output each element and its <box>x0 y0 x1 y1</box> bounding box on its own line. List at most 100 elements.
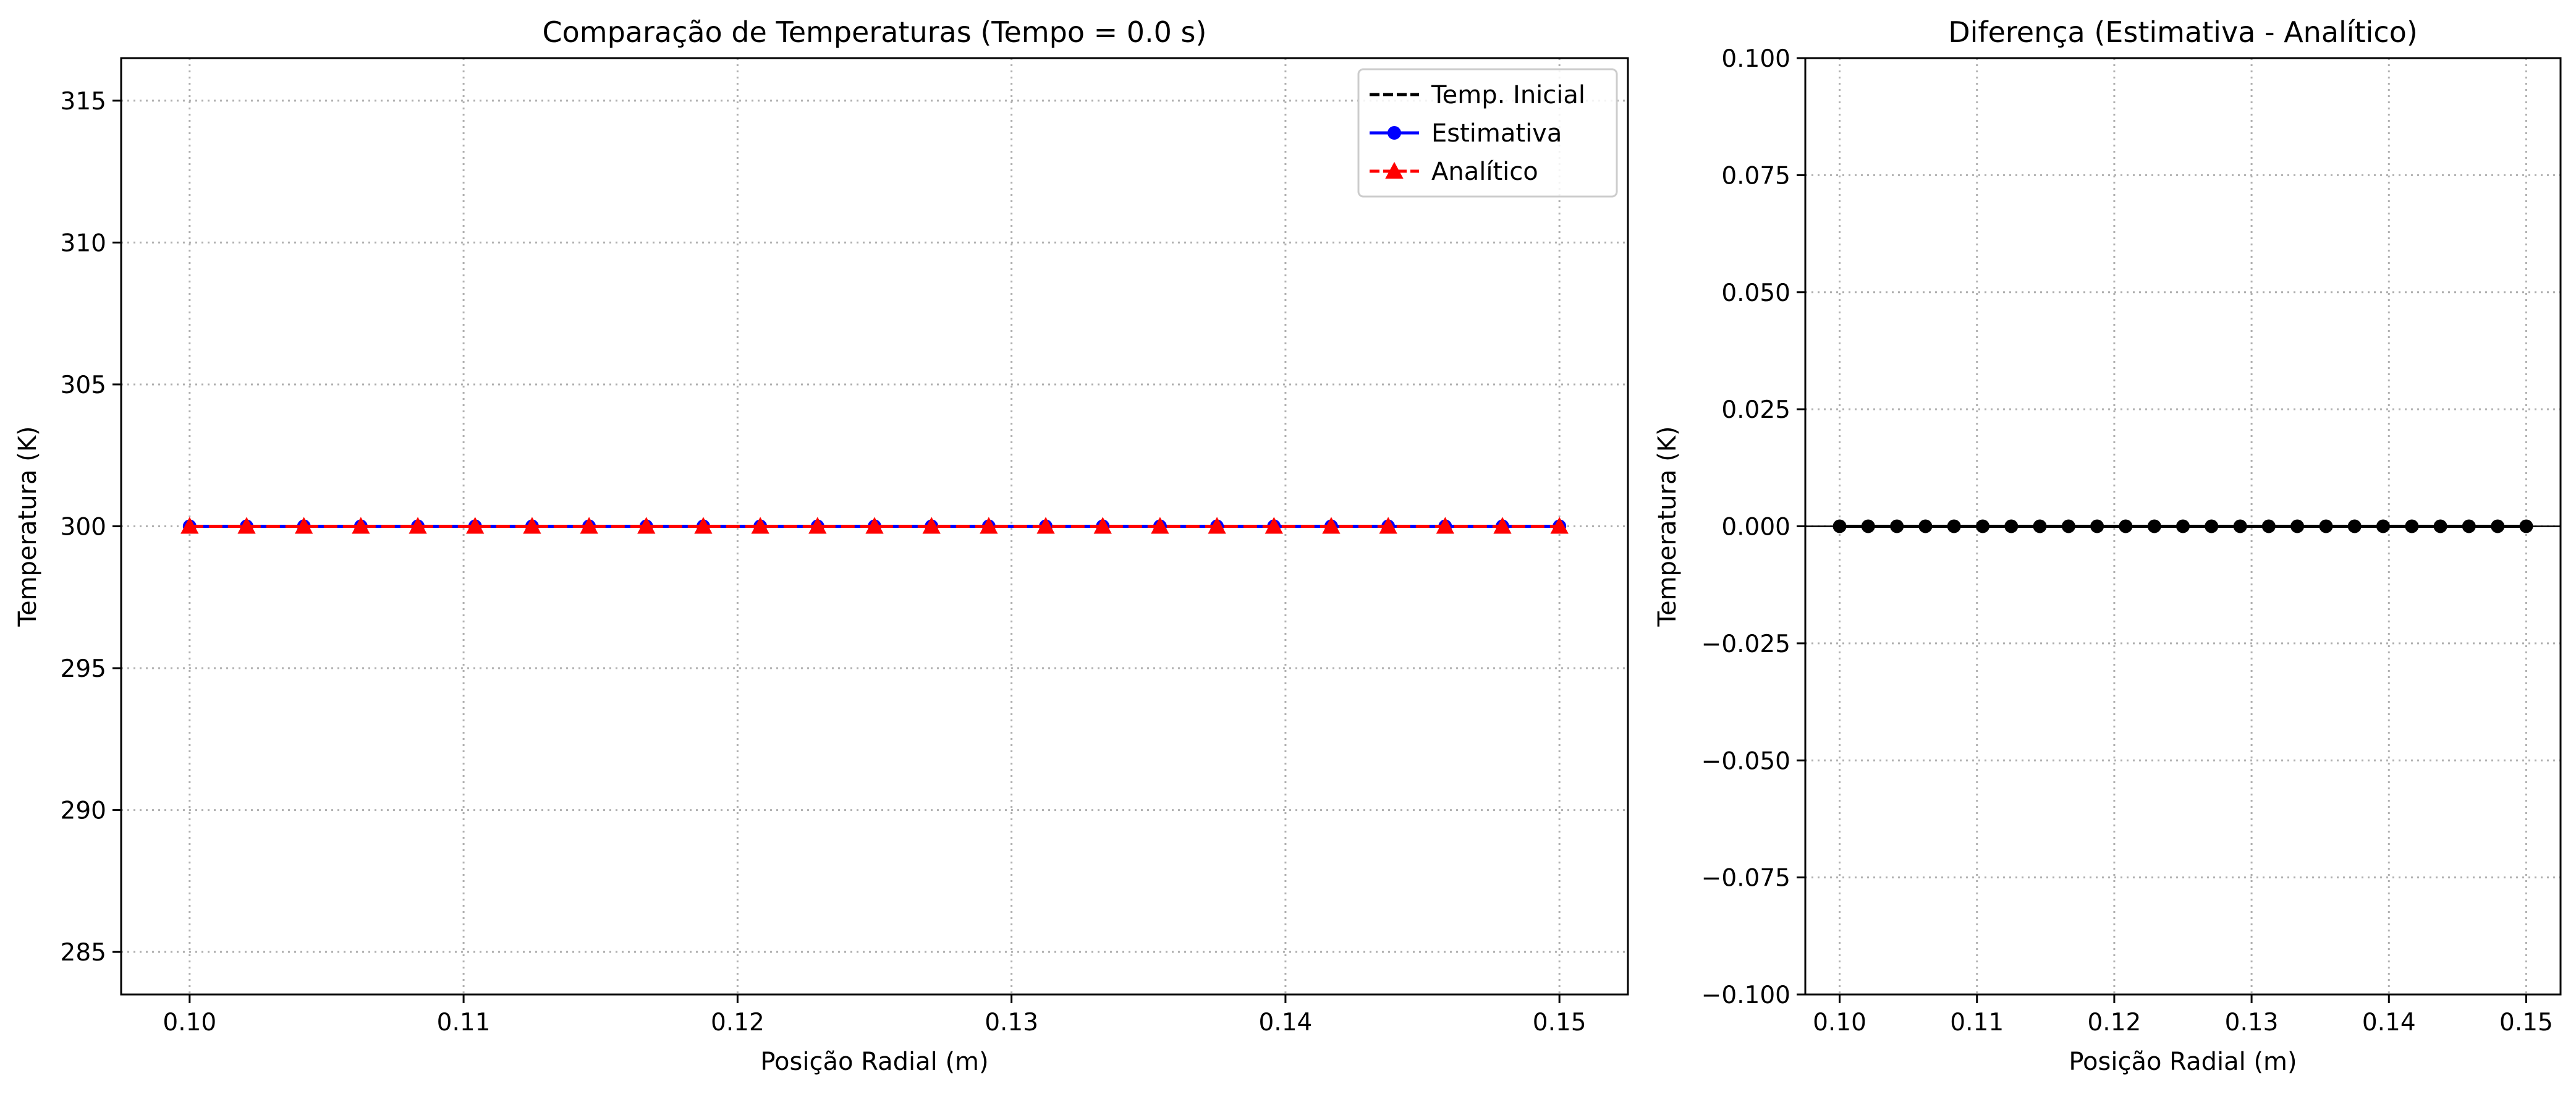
left-data-point <box>294 517 313 534</box>
right-data-point <box>2261 519 2276 533</box>
right-data-point <box>2090 519 2104 533</box>
left-data-point <box>409 517 427 534</box>
right-data-point <box>2462 519 2476 533</box>
right-data-point <box>1947 519 1961 533</box>
left-x-tick-label: 0.11 <box>437 1009 491 1037</box>
right-data-point <box>1890 519 1904 533</box>
right-chart-title: Diferença (Estimativa - Analítico) <box>1948 15 2418 49</box>
legend-marker-swatch <box>1388 126 1401 140</box>
right-data-point <box>2405 519 2419 533</box>
left-data-point <box>751 517 769 534</box>
right-data-point <box>2319 519 2333 533</box>
legend-box <box>1357 68 1618 198</box>
right-y-tick-label: −0.025 <box>1701 630 1790 658</box>
right-data-point <box>2061 519 2075 533</box>
right-y-tick-label: −0.075 <box>1701 865 1790 893</box>
left-y-tick-label: 300 <box>61 514 106 541</box>
left-y-tick-label: 290 <box>61 797 106 825</box>
right-x-tick-label: 0.13 <box>2225 1009 2279 1037</box>
right-data-point <box>2376 519 2390 533</box>
right-data-point <box>1861 519 1875 533</box>
left-data-point <box>1265 517 1283 534</box>
left-y-tick-label: 315 <box>61 88 106 116</box>
left-data-point <box>694 517 713 534</box>
left-data-point <box>1436 517 1455 534</box>
left-plot-frame <box>120 57 1629 996</box>
left-data-point <box>922 517 941 534</box>
left-data-point <box>180 517 199 534</box>
left-data-point <box>1036 517 1055 534</box>
left-data-point <box>1379 517 1397 534</box>
right-ticks: 0.10 0.11 0.12 0.13 0.14 0.15 −0.100 −0.075 −0.0… <box>1701 45 2553 1037</box>
difference-chart: 0.10 0.11 0.12 0.13 0.14 0.15 −0.100 −0.075 −0.0… <box>1653 15 2562 1076</box>
left-data-point <box>352 517 370 534</box>
left-data-point <box>523 517 541 534</box>
left-data-point <box>1208 517 1226 534</box>
left-series <box>180 517 1569 534</box>
right-series <box>1805 519 2561 533</box>
right-series-0 <box>1832 519 2533 533</box>
left-x-tick-label: 0.13 <box>985 1009 1038 1037</box>
left-y-tick-label: 310 <box>61 229 106 257</box>
left-y-tick-label: 295 <box>61 655 106 683</box>
left-data-point <box>1493 517 1512 534</box>
left-data-point <box>1550 517 1569 534</box>
legend-label: Estimativa <box>1431 119 1562 148</box>
left-data-point <box>580 517 598 534</box>
right-data-point <box>2347 519 2362 533</box>
right-y-tick-label: −0.100 <box>1701 982 1790 1009</box>
left-y-tick-label: 305 <box>61 371 106 399</box>
left-chart-title: Comparação de Temperaturas (Tempo = 0.0 … <box>543 15 1207 49</box>
left-legend: Temp. Inicial Estimativa Analítico <box>1357 68 1618 198</box>
left-data-point <box>980 517 998 534</box>
left-x-tick-label: 0.12 <box>711 1009 765 1037</box>
left-data-point <box>637 517 656 534</box>
left-x-axis-label: Posição Radial (m) <box>760 1048 988 1076</box>
left-ticks: 0.10 0.11 0.12 0.13 0.14 0.15 285 290 295 300 305 3… <box>61 88 1587 1037</box>
legend-entry: Estimativa <box>1370 119 1562 148</box>
left-data-point <box>865 517 884 534</box>
right-y-tick-label: 0.100 <box>1721 45 1790 73</box>
left-data-point <box>466 517 485 534</box>
right-x-tick-label: 0.12 <box>2087 1009 2141 1037</box>
right-data-point <box>2491 519 2505 533</box>
left-data-point <box>1322 517 1341 534</box>
left-data-point <box>1093 517 1112 534</box>
right-data-point <box>2205 519 2219 533</box>
right-x-tick-label: 0.11 <box>1950 1009 2004 1037</box>
right-x-tick-label: 0.15 <box>2499 1009 2553 1037</box>
right-x-tick-label: 0.10 <box>1813 1009 1866 1037</box>
left-data-point <box>808 517 827 534</box>
right-data-point <box>2433 519 2447 533</box>
left-data-point <box>1151 517 1169 534</box>
right-y-tick-label: 0.075 <box>1721 162 1790 190</box>
right-plot-frame <box>1804 57 2562 996</box>
left-x-tick-label: 0.15 <box>1533 1009 1587 1037</box>
right-data-point <box>1918 519 1933 533</box>
legend-entry: Analítico <box>1370 158 1538 186</box>
left-series-2 <box>180 517 1569 534</box>
right-data-point <box>2290 519 2305 533</box>
left-y-axis-label: Temperatura (K) <box>14 426 42 627</box>
right-data-point <box>2004 519 2019 533</box>
left-x-tick-label: 0.10 <box>163 1009 216 1037</box>
right-y-tick-label: 0.050 <box>1721 279 1790 307</box>
right-y-axis-label: Temperatura (K) <box>1653 426 1682 627</box>
right-x-tick-label: 0.14 <box>2362 1009 2416 1037</box>
right-data-point <box>2033 519 2047 533</box>
right-data-point <box>2119 519 2133 533</box>
legend-entry: Temp. Inicial <box>1370 81 1585 109</box>
left-y-tick-label: 285 <box>61 939 106 967</box>
right-y-tick-label: 0.025 <box>1721 396 1790 424</box>
left-x-tick-label: 0.14 <box>1258 1009 1312 1037</box>
legend-label: Temp. Inicial <box>1431 81 1585 109</box>
right-data-point <box>2519 519 2533 533</box>
right-x-axis-label: Posição Radial (m) <box>2069 1048 2297 1076</box>
left-data-point <box>237 517 256 534</box>
legend-label: Analítico <box>1431 158 1538 186</box>
legend-marker-swatch <box>1385 161 1404 179</box>
right-y-tick-label: 0.000 <box>1721 514 1790 541</box>
right-data-point <box>2233 519 2247 533</box>
